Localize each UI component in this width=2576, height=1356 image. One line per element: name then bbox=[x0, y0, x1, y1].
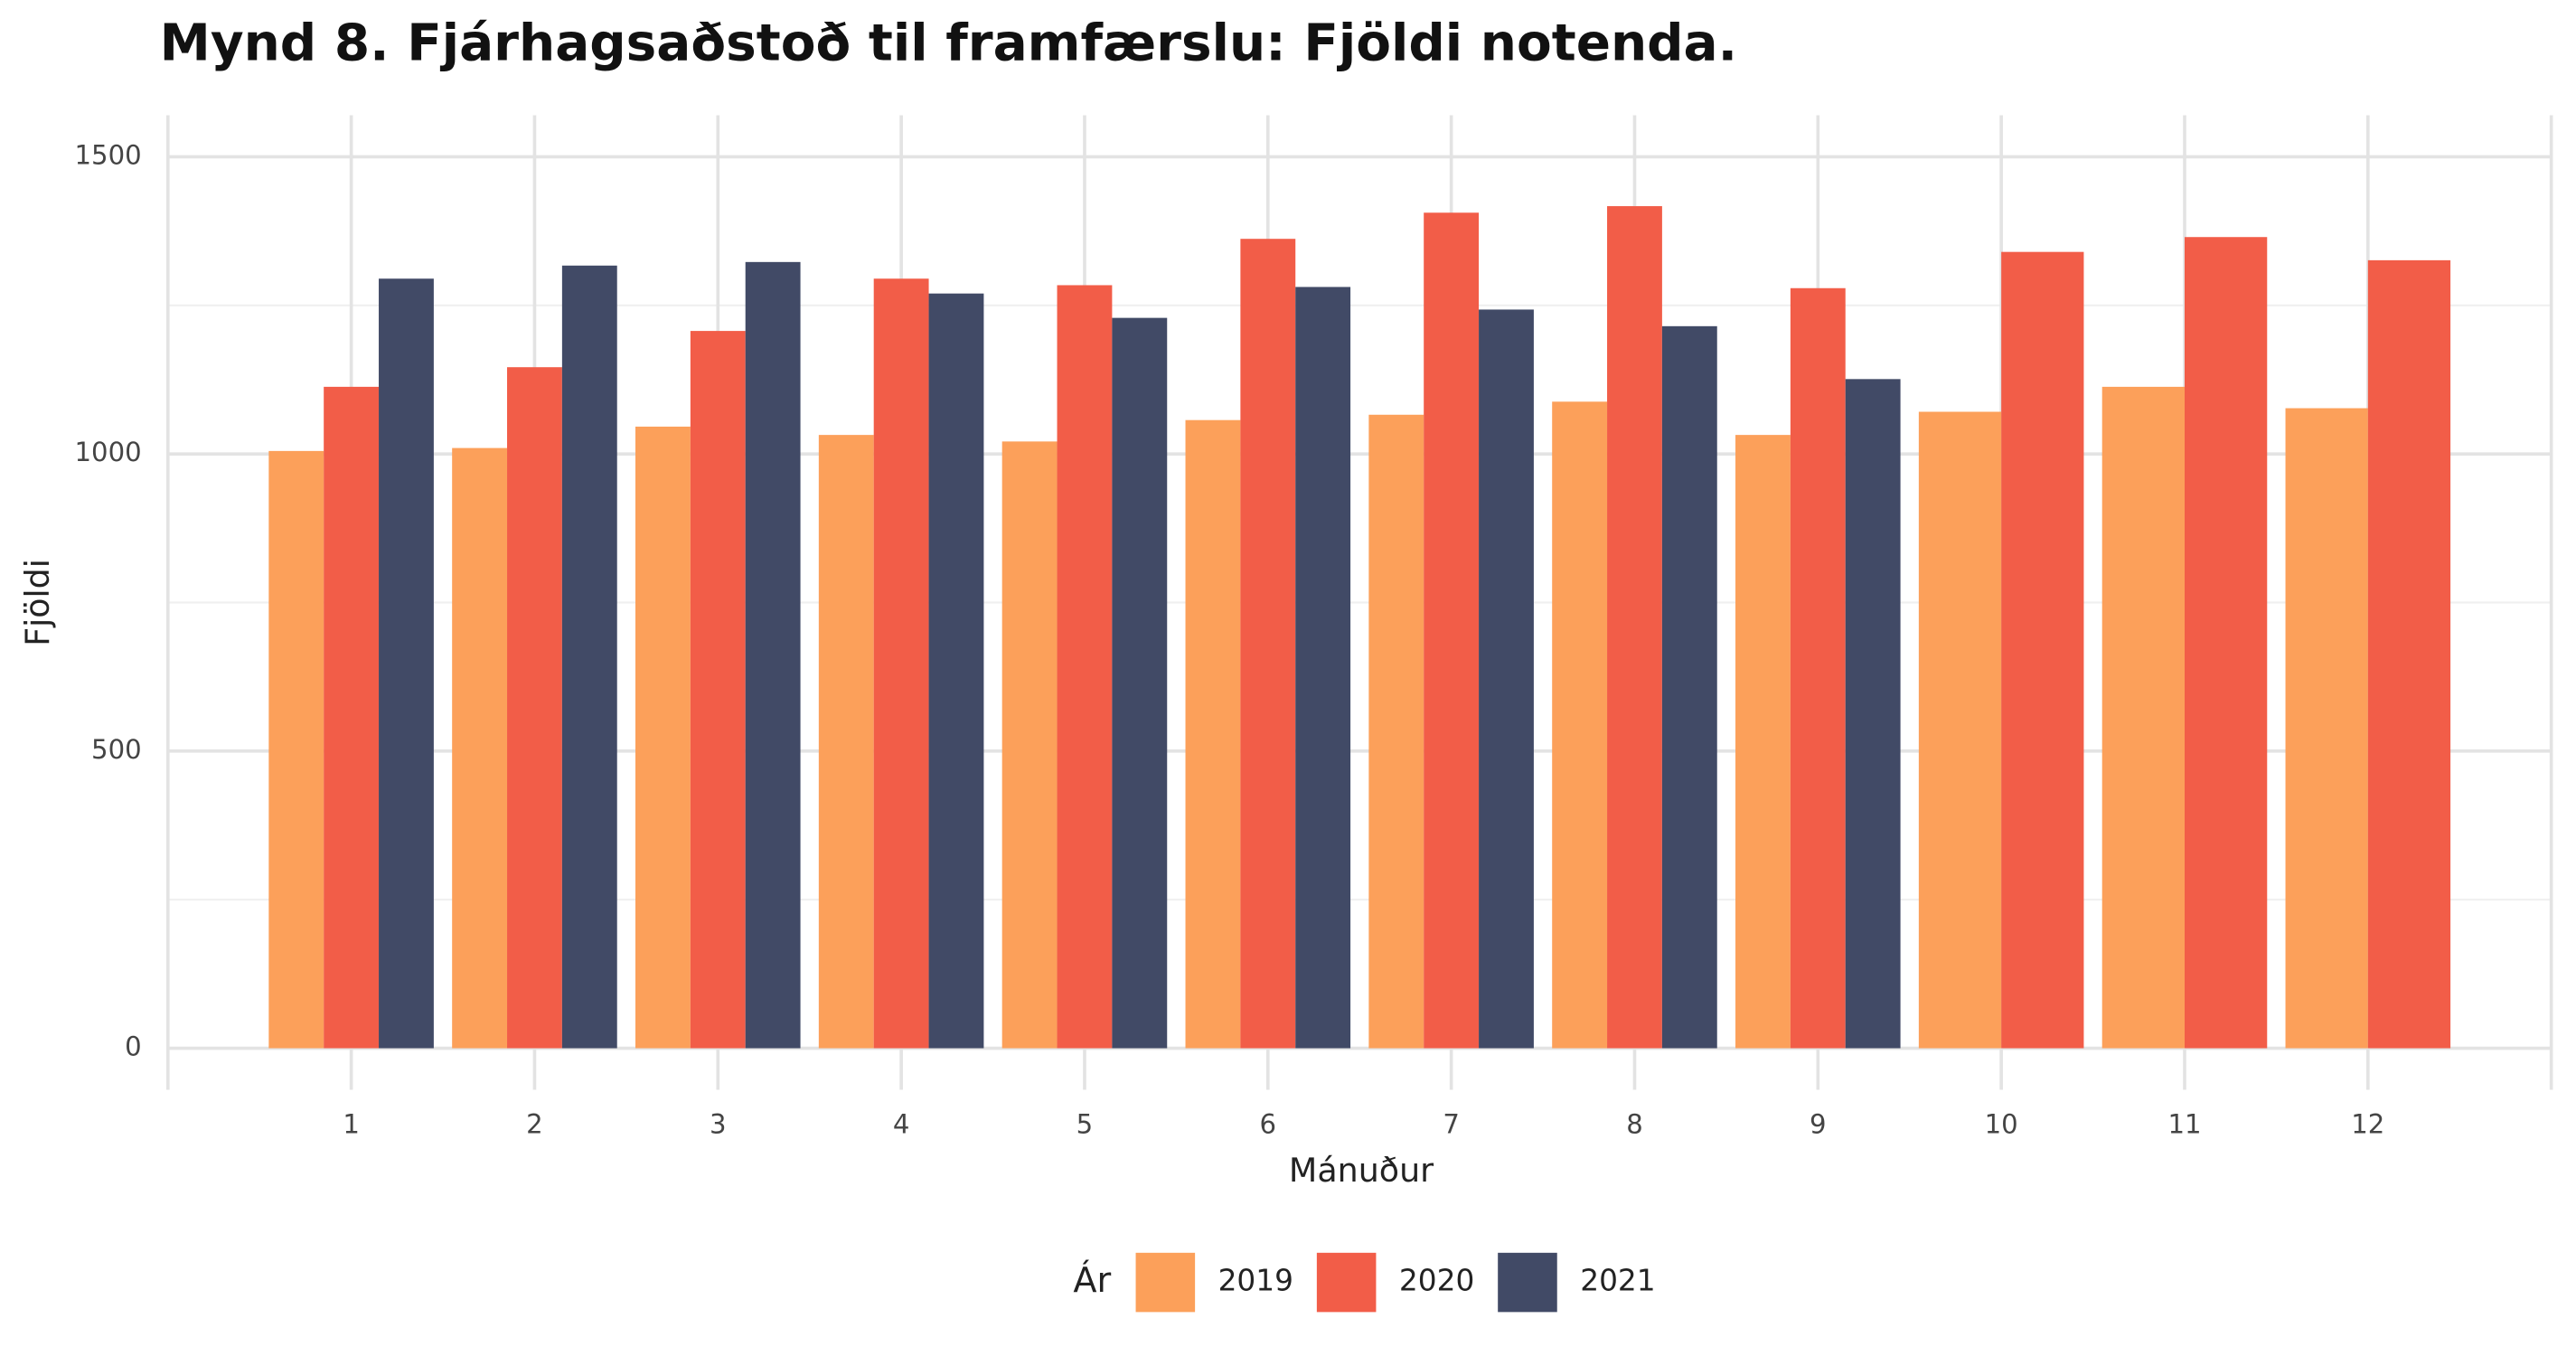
bar bbox=[2184, 237, 2268, 1049]
bar bbox=[818, 435, 874, 1049]
bar bbox=[452, 447, 508, 1049]
bar bbox=[1295, 287, 1351, 1049]
bar bbox=[1607, 206, 1662, 1049]
bar bbox=[1057, 285, 1113, 1049]
x-tick-label: 6 bbox=[1260, 1109, 1277, 1140]
bar bbox=[873, 278, 929, 1049]
x-tick-label: 9 bbox=[1810, 1109, 1827, 1140]
bar bbox=[507, 367, 562, 1049]
bar bbox=[324, 386, 380, 1049]
y-axis-label: Fjöldi bbox=[18, 559, 57, 646]
bar bbox=[690, 331, 746, 1049]
bar bbox=[1479, 309, 1534, 1049]
bar bbox=[1918, 411, 2002, 1049]
bar bbox=[1661, 325, 1717, 1049]
x-tick-label: 8 bbox=[1626, 1109, 1643, 1140]
legend-swatch bbox=[1316, 1252, 1377, 1313]
legend-label: 2021 bbox=[1580, 1264, 1655, 1298]
legend-label: 2020 bbox=[1399, 1264, 1474, 1298]
bar bbox=[745, 261, 801, 1049]
chart-title: Mynd 8. Fjárhagsaðstoð til framfærslu: F… bbox=[160, 14, 1737, 73]
legend-label: 2019 bbox=[1218, 1264, 1293, 1298]
x-tick-label: 12 bbox=[2351, 1109, 2384, 1140]
y-tick-label: 500 bbox=[91, 734, 142, 765]
bar bbox=[1112, 317, 1168, 1049]
x-tick-label: 3 bbox=[710, 1109, 727, 1140]
y-tick-label: 1500 bbox=[75, 139, 142, 170]
legend: Ár 2019 2020 2021 bbox=[1073, 1252, 1656, 1313]
bar bbox=[268, 450, 324, 1049]
bar bbox=[635, 426, 691, 1049]
bar bbox=[2101, 386, 2185, 1049]
legend-swatch bbox=[1135, 1252, 1196, 1313]
x-tick-label: 11 bbox=[2167, 1109, 2201, 1140]
bar bbox=[561, 265, 617, 1049]
x-tick-label: 10 bbox=[1985, 1109, 2018, 1140]
bar bbox=[379, 278, 434, 1049]
bar bbox=[1552, 401, 1608, 1049]
bar bbox=[2001, 251, 2084, 1049]
bar bbox=[1368, 414, 1424, 1049]
bar bbox=[1790, 287, 1846, 1049]
x-axis-label: Mánuður bbox=[1289, 1151, 1434, 1190]
bars bbox=[268, 206, 2451, 1049]
bar bbox=[1240, 239, 1296, 1049]
bar bbox=[2285, 408, 2368, 1049]
bar bbox=[1845, 379, 1901, 1049]
x-tick-label: 5 bbox=[1076, 1109, 1094, 1140]
x-tick-label: 7 bbox=[1443, 1109, 1460, 1140]
y-tick-label: 1000 bbox=[75, 437, 142, 467]
legend-title: Ár bbox=[1073, 1258, 1111, 1301]
bar bbox=[1735, 435, 1791, 1049]
bar bbox=[1001, 441, 1058, 1049]
bar bbox=[1424, 212, 1480, 1049]
bar bbox=[1185, 419, 1241, 1049]
y-tick-label: 0 bbox=[125, 1031, 142, 1062]
x-tick-label: 1 bbox=[343, 1109, 360, 1140]
x-tick-label: 2 bbox=[526, 1109, 543, 1140]
x-tick-label: 4 bbox=[893, 1109, 910, 1140]
bar bbox=[928, 293, 984, 1049]
bar bbox=[2367, 259, 2451, 1049]
legend-swatch bbox=[1498, 1252, 1557, 1313]
